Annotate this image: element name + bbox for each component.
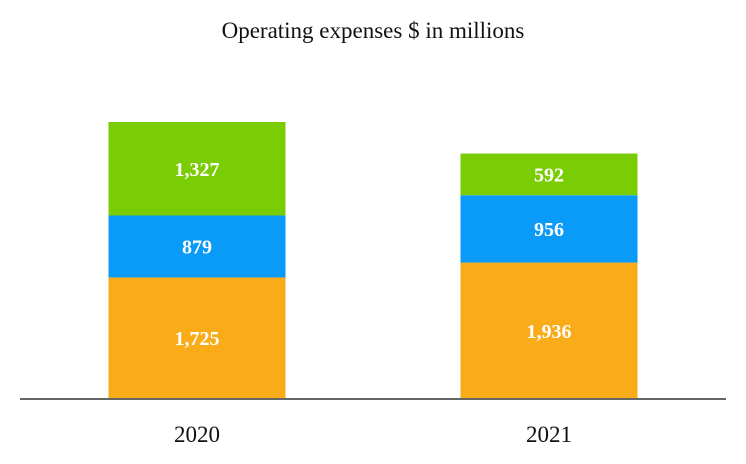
bar-segment-2021-3	[460, 153, 638, 196]
data-label-2020-2: 879	[182, 236, 212, 258]
x-tick-label-2021: 2021	[526, 422, 572, 447]
data-label-2021-3: 592	[534, 164, 564, 186]
data-label-2021-1: 1,936	[527, 321, 572, 343]
bar-segment-2020-3	[108, 122, 286, 216]
x-tick-labels: 2020 2021	[174, 422, 572, 447]
bar-segment-2020-2	[108, 215, 286, 278]
bars-group: 1,725 879 1,327 1,936 956 592	[108, 122, 638, 399]
chart-title: Operating expenses $ in millions	[221, 18, 525, 43]
data-label-2021-2: 956	[534, 219, 564, 241]
data-label-2020-3: 1,327	[175, 159, 220, 181]
bar-segment-2021-1	[460, 262, 638, 399]
data-label-2020-1: 1,725	[175, 328, 220, 350]
bar-segment-2021-2	[460, 195, 638, 263]
bar-segment-2020-1	[108, 277, 286, 399]
x-tick-label-2020: 2020	[174, 422, 220, 447]
